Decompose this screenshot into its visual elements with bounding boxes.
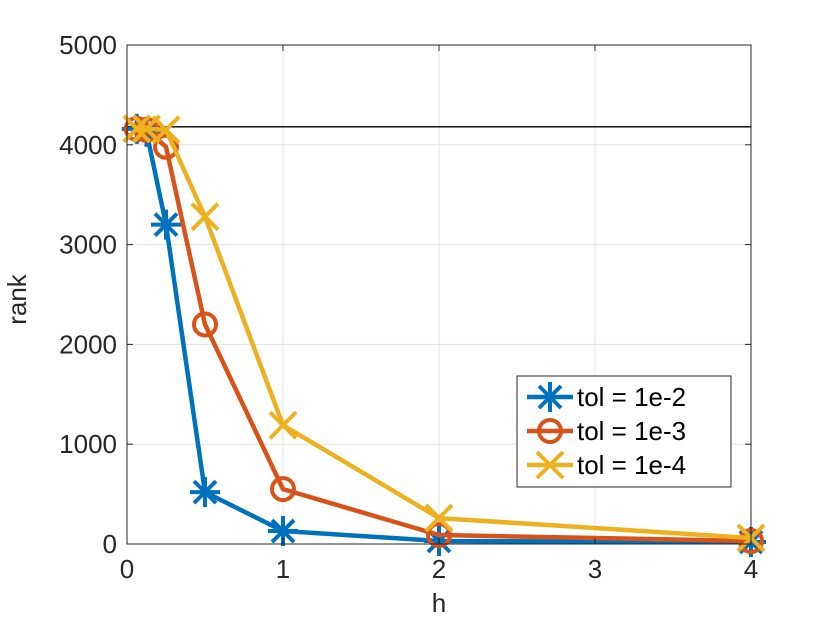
data-point-marker [151, 209, 181, 240]
legend-marker [535, 382, 565, 412]
marker-stroke [122, 114, 152, 144]
y-tick-label: 4000 [59, 130, 117, 160]
marker-stroke [151, 115, 181, 145]
legend: tol = 1e-2 tol = 1e-3 tol = 1e-4 [516, 375, 732, 488]
y-tick-label: 1000 [59, 429, 117, 459]
legend-item: tol = 1e-4 [527, 450, 686, 480]
data-point-marker [190, 202, 220, 232]
data-point-marker [192, 311, 218, 338]
marker-stroke [535, 450, 565, 480]
legend-marker [537, 418, 563, 444]
data-point-marker [153, 133, 179, 160]
legend-item: tol = 1e-3 [527, 416, 686, 446]
series-1 [121, 113, 766, 558]
y-axis-label: rank [2, 273, 32, 325]
x-tick-labels: 0 1 2 3 4 [120, 45, 758, 584]
data-point-marker [190, 477, 220, 508]
legend-label: tol = 1e-4 [577, 450, 686, 480]
data-point-marker [122, 114, 152, 144]
marker-stroke [424, 503, 454, 533]
legend-item: tol = 1e-2 [527, 382, 686, 412]
legend-label: tol = 1e-2 [577, 382, 686, 412]
legend-label: tol = 1e-3 [577, 416, 686, 446]
x-axis-label: h [432, 588, 446, 618]
marker-stroke [268, 410, 298, 440]
x-tick-label: 0 [120, 554, 134, 584]
y-tick-label: 3000 [59, 230, 117, 260]
data-point-marker [426, 522, 452, 549]
series-layer [121, 113, 766, 558]
y-tick-label: 5000 [59, 30, 117, 60]
y-tick-labels: 0 1000 2000 3000 4000 5000 [59, 30, 751, 559]
data-point-marker [424, 503, 454, 533]
x-tick-label: 1 [276, 554, 290, 584]
legend-marker [535, 450, 565, 480]
x-tick-label: 4 [744, 554, 758, 584]
data-point-marker [151, 115, 181, 145]
marker-stroke [190, 202, 220, 232]
x-tick-label: 3 [588, 554, 602, 584]
x-tick-label: 2 [432, 554, 446, 584]
y-tick-label: 0 [103, 529, 117, 559]
data-point-marker [268, 410, 298, 440]
y-tick-label: 2000 [59, 329, 117, 359]
data-point-marker [270, 476, 296, 503]
